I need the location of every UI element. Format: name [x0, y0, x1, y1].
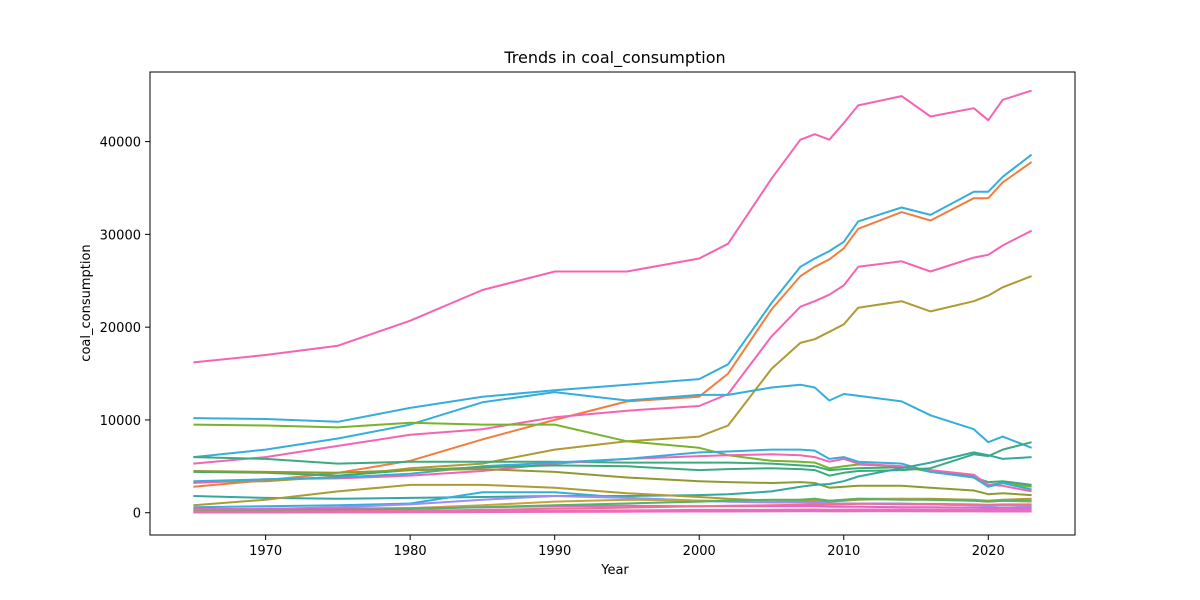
series-line-12	[193, 468, 1032, 497]
y-axis: 0 10000 20000 30000 40000	[100, 136, 150, 522]
x-axis: 1970 1980 1990 2000 2010 2020	[249, 535, 1005, 559]
plot-frame	[149, 71, 1076, 536]
series-line-4	[193, 229, 1033, 465]
series-line-20	[193, 502, 1032, 513]
x-tick-label: 2010	[827, 544, 860, 559]
x-tick-label: 1970	[249, 544, 282, 559]
series-line-3	[193, 161, 1033, 488]
chart-title: Trends in coal_consumption	[503, 48, 725, 68]
y-tick-label: 0	[133, 507, 141, 522]
y-tick-label: 30000	[100, 228, 141, 243]
x-tick-label: 1980	[394, 544, 427, 559]
y-tick-label: 10000	[100, 414, 141, 429]
series-line-10	[193, 448, 1032, 491]
series-line-22	[193, 510, 1032, 514]
x-tick-label: 1990	[538, 544, 571, 559]
series-line-13	[193, 451, 1032, 500]
series-layer	[193, 89, 1033, 514]
x-tick-label: 2020	[972, 544, 1005, 559]
y-axis-label: coal_consumption	[79, 244, 94, 361]
series-line-1	[193, 89, 1032, 364]
y-tick-label: 40000	[100, 136, 141, 151]
y-tick-label: 20000	[100, 321, 141, 336]
series-line-19	[193, 497, 1032, 513]
series-line-6	[193, 383, 1032, 459]
x-axis-label: Year	[600, 563, 629, 578]
series-line-2	[193, 153, 1033, 423]
x-tick-label: 2000	[683, 544, 716, 559]
series-line-5	[193, 275, 1032, 484]
series-line-9	[193, 453, 1032, 493]
